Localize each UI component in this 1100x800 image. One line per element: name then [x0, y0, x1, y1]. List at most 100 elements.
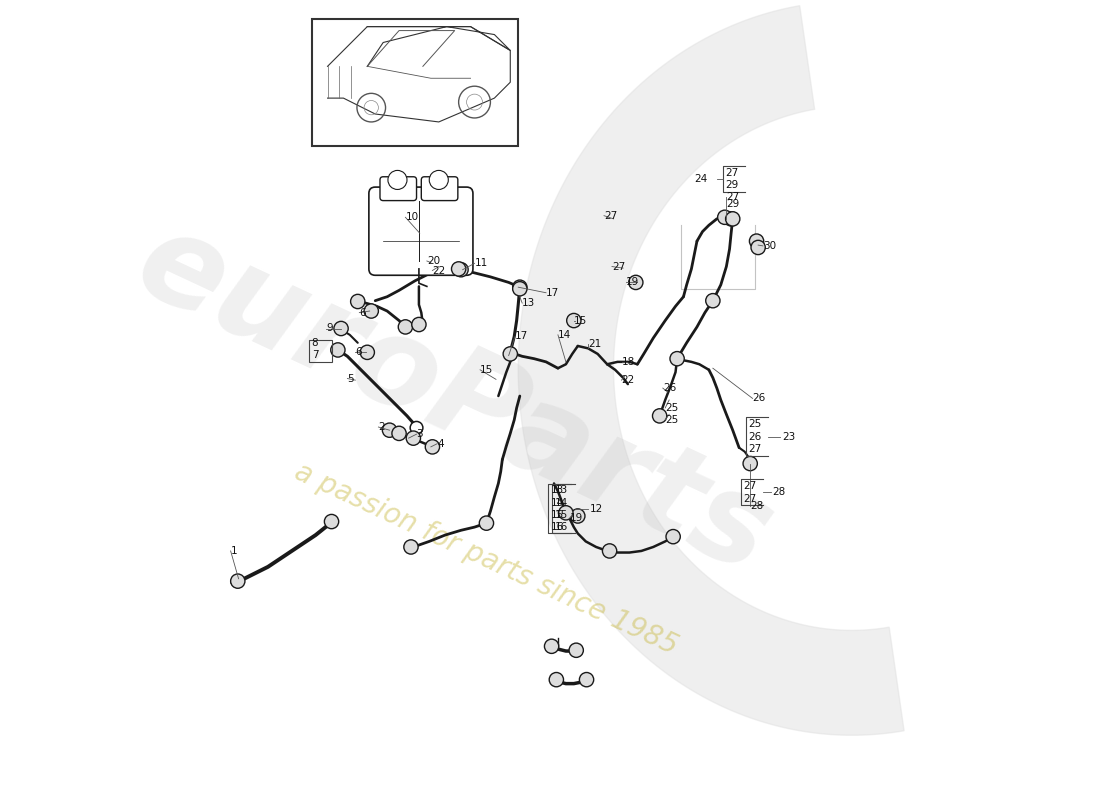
- Circle shape: [513, 280, 527, 294]
- Text: 15: 15: [480, 365, 493, 375]
- Text: 13: 13: [551, 486, 564, 495]
- Text: euroParts: euroParts: [119, 201, 791, 599]
- Circle shape: [749, 234, 763, 248]
- Circle shape: [751, 240, 766, 254]
- Text: 6: 6: [360, 308, 366, 318]
- Circle shape: [726, 212, 740, 226]
- Text: 14: 14: [554, 498, 568, 508]
- Text: 19: 19: [570, 513, 583, 522]
- Circle shape: [411, 318, 426, 332]
- Text: 5: 5: [348, 374, 354, 383]
- Text: 8: 8: [311, 338, 318, 348]
- Circle shape: [717, 210, 732, 225]
- Text: 15: 15: [554, 510, 568, 520]
- Circle shape: [231, 574, 245, 588]
- Text: 20: 20: [427, 256, 440, 266]
- Circle shape: [744, 457, 757, 470]
- Text: 28: 28: [750, 502, 763, 511]
- Text: 3: 3: [417, 429, 424, 439]
- Text: 4: 4: [437, 438, 443, 449]
- Text: 17: 17: [546, 288, 559, 298]
- Text: 27: 27: [744, 481, 757, 490]
- Text: 12: 12: [590, 504, 603, 514]
- Circle shape: [388, 170, 407, 190]
- Circle shape: [426, 440, 440, 454]
- Circle shape: [566, 314, 581, 328]
- Text: 26: 26: [663, 383, 676, 393]
- Circle shape: [451, 262, 465, 276]
- Text: 25: 25: [666, 403, 679, 413]
- Text: 27: 27: [612, 262, 625, 271]
- Circle shape: [351, 294, 365, 309]
- Text: 1: 1: [231, 546, 238, 556]
- Text: 14: 14: [551, 498, 564, 508]
- Circle shape: [603, 544, 617, 558]
- Circle shape: [666, 530, 680, 544]
- Circle shape: [324, 514, 339, 529]
- Text: 15: 15: [551, 510, 564, 520]
- Text: 27: 27: [749, 444, 762, 454]
- Circle shape: [503, 346, 517, 361]
- Text: 26: 26: [752, 394, 766, 403]
- Circle shape: [652, 409, 667, 423]
- Text: 22: 22: [621, 375, 635, 385]
- Text: 30: 30: [763, 241, 776, 251]
- Circle shape: [629, 275, 642, 290]
- Circle shape: [398, 320, 412, 334]
- Text: 27: 27: [604, 210, 617, 221]
- Circle shape: [334, 322, 349, 336]
- Circle shape: [559, 506, 573, 520]
- FancyBboxPatch shape: [421, 177, 458, 201]
- Circle shape: [569, 643, 583, 658]
- Circle shape: [360, 345, 374, 359]
- Bar: [311, 18, 518, 146]
- Circle shape: [404, 540, 418, 554]
- Text: 24: 24: [694, 174, 707, 184]
- Circle shape: [331, 342, 345, 357]
- Text: a passion for parts since 1985: a passion for parts since 1985: [290, 458, 682, 660]
- Circle shape: [544, 639, 559, 654]
- Circle shape: [406, 431, 420, 446]
- Text: 29: 29: [726, 181, 739, 190]
- Text: 22: 22: [432, 266, 446, 275]
- Text: 16: 16: [554, 522, 568, 532]
- Text: 23: 23: [782, 431, 795, 442]
- Bar: [309, 340, 331, 362]
- Text: 9: 9: [326, 323, 332, 334]
- Circle shape: [429, 170, 449, 190]
- Circle shape: [383, 423, 397, 438]
- Text: 11: 11: [474, 258, 487, 268]
- Text: 27: 27: [744, 494, 757, 503]
- Circle shape: [392, 426, 406, 441]
- Circle shape: [670, 351, 684, 366]
- Circle shape: [364, 304, 378, 318]
- Circle shape: [480, 516, 494, 530]
- Circle shape: [724, 212, 738, 226]
- Text: 10: 10: [406, 212, 418, 222]
- Circle shape: [549, 673, 563, 686]
- Text: 18: 18: [621, 357, 635, 367]
- Text: 6: 6: [355, 347, 362, 358]
- Text: 19: 19: [626, 278, 639, 287]
- Circle shape: [580, 673, 594, 686]
- Text: 29: 29: [726, 199, 739, 209]
- Circle shape: [706, 294, 721, 308]
- Circle shape: [513, 282, 527, 296]
- Text: 7: 7: [311, 350, 318, 360]
- Polygon shape: [518, 6, 904, 735]
- FancyBboxPatch shape: [368, 187, 473, 275]
- Text: 13: 13: [522, 298, 536, 308]
- Text: 27: 27: [726, 168, 739, 178]
- Text: 25: 25: [666, 415, 679, 425]
- Circle shape: [410, 422, 422, 434]
- Text: 17: 17: [515, 331, 528, 342]
- Text: 26: 26: [749, 431, 762, 442]
- Text: 14: 14: [558, 330, 571, 340]
- Text: 21: 21: [588, 339, 602, 350]
- Text: 27: 27: [726, 193, 739, 202]
- Text: 2: 2: [378, 422, 385, 432]
- Text: 25: 25: [749, 419, 762, 429]
- Text: 15: 15: [574, 315, 587, 326]
- Text: 13: 13: [554, 486, 568, 495]
- Text: 28: 28: [772, 487, 785, 497]
